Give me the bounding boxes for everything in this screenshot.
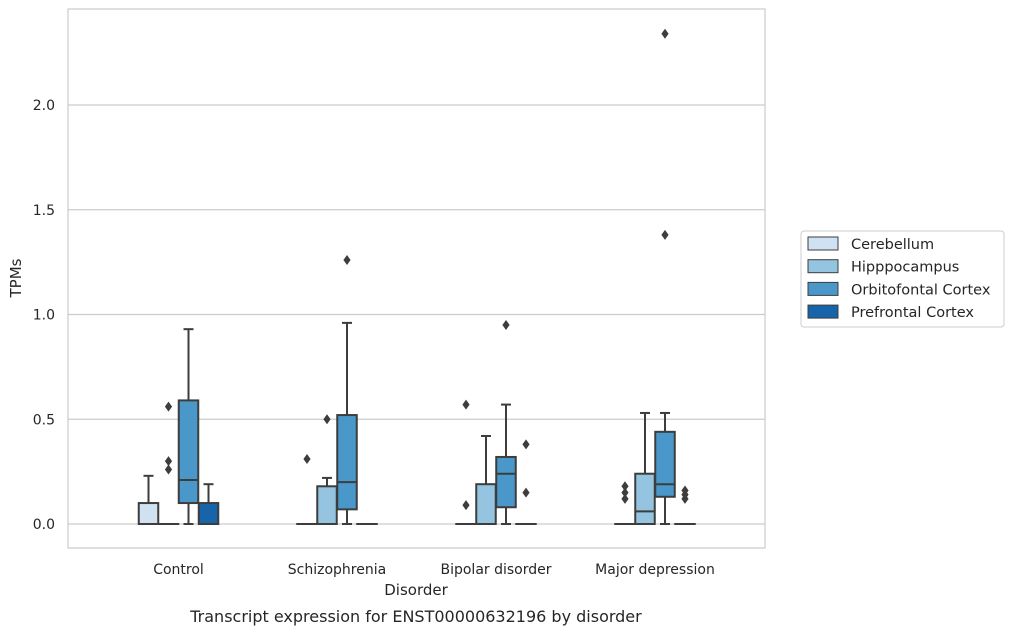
outlier-point [164, 401, 173, 412]
x-tick-label: Control [153, 562, 204, 578]
outlier-point [303, 454, 311, 465]
outlier-point [522, 439, 530, 450]
box-groups [137, 28, 696, 526]
x-tick-label: Major depression [595, 562, 715, 578]
x-axis-title: Disorder [384, 581, 448, 599]
outlier-point [681, 485, 689, 496]
outlier-point [502, 319, 510, 330]
box-body [336, 414, 358, 511]
box-group [455, 399, 477, 526]
outlier-point [343, 255, 351, 266]
box-body [177, 399, 200, 505]
box-group [634, 411, 656, 525]
box-group [197, 483, 220, 525]
legend-swatch [807, 281, 839, 296]
y-tick-label: 1.5 [33, 203, 55, 219]
legend-swatch [807, 236, 839, 251]
box-group [515, 439, 537, 526]
box-group [495, 319, 517, 525]
legend-label: Prefrontal Cortex [851, 305, 974, 321]
x-tick-labels: Control Schizophrenia Bipolar disorder Majo… [153, 562, 715, 578]
outlier-point [621, 481, 629, 492]
box-group [137, 474, 160, 525]
legend-label: Hipppocampus [851, 260, 959, 276]
outlier-point [323, 414, 331, 425]
outlier-point [462, 500, 470, 511]
box-body [495, 455, 517, 509]
box-body [197, 502, 220, 525]
outlier-point [522, 487, 530, 498]
box-group [316, 414, 338, 526]
box-group [157, 401, 180, 526]
box-body [137, 502, 160, 525]
box-body [654, 430, 676, 498]
box-group [614, 481, 636, 526]
y-tick-label: 2.0 [33, 98, 55, 114]
y-tick-label: 1.0 [33, 308, 55, 324]
outlier-point [462, 399, 470, 410]
outlier-point [661, 229, 669, 240]
outlier-point [164, 456, 173, 467]
box-body [475, 483, 497, 526]
legend-label: Orbitofontal Cortex [851, 282, 991, 298]
box-group [654, 28, 676, 525]
outlier-point [621, 493, 629, 504]
legend-swatch [807, 259, 839, 274]
box-group [336, 255, 358, 525]
y-tick-labels: 0.0 0.5 1.0 1.5 2.0 [33, 98, 55, 533]
x-tick-label: Bipolar disorder [440, 562, 551, 578]
outlier-point [164, 464, 173, 475]
legend-swatch [807, 304, 839, 319]
box-group [296, 454, 318, 526]
y-tick-label: 0.0 [33, 517, 55, 533]
outlier-point [661, 28, 669, 39]
box-body [316, 485, 338, 526]
y-axis-title: TPMs [7, 258, 25, 298]
plot-frame [67, 8, 766, 549]
legend-label: Cerebellum [851, 237, 934, 253]
box-body [634, 472, 656, 525]
y-tick-label: 0.5 [33, 412, 55, 428]
figure-caption: Transcript expression for ENST0000063219… [189, 607, 642, 626]
outlier-point [621, 487, 629, 498]
box-group [475, 435, 497, 526]
x-tick-label: Schizophrenia [288, 562, 386, 578]
box-group [674, 485, 696, 526]
box-group [177, 328, 200, 525]
legend: Cerebellum Hipppocampus Orbitofontal Corte… [800, 230, 1005, 328]
legend-frame [800, 230, 1005, 328]
